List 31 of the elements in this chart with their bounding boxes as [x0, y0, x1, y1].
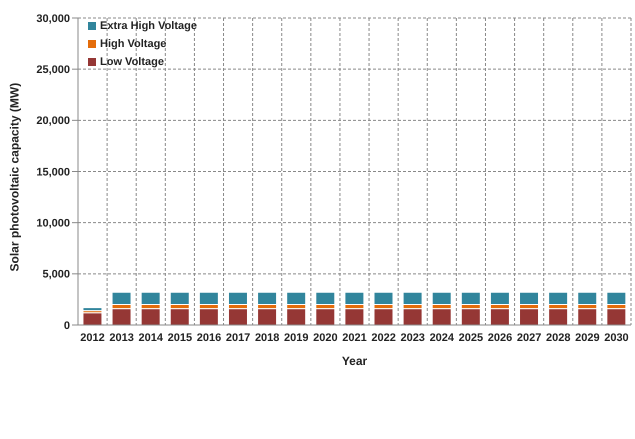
x-tick-label: 2023 [400, 332, 425, 344]
x-tick-label: 2021 [342, 332, 367, 344]
x-tick-label: 2014 [138, 332, 164, 344]
x-tick-label: 2024 [430, 332, 455, 344]
x-tick-label: 2022 [371, 332, 396, 344]
legend-label: High Voltage [100, 38, 166, 50]
x-tick-label: 2013 [109, 332, 134, 344]
x-tick-label: 2012 [80, 332, 105, 344]
x-tick-label: 2028 [546, 332, 570, 344]
x-tick-label: 2020 [313, 332, 338, 344]
legend-label: Low Voltage [100, 56, 164, 68]
x-tick-label: 2015 [168, 332, 192, 344]
x-tick-label: 2030 [604, 332, 629, 344]
y-tick-label: 10,000 [36, 218, 70, 230]
y-tick-label: 15,000 [36, 166, 70, 178]
x-tick-label: 2017 [226, 332, 250, 344]
x-tick-label: 2018 [254, 332, 280, 344]
x-axis-title: Year [342, 354, 368, 368]
y-axis-title: Solar photovoltaic capacity (MW) [7, 82, 22, 272]
y-tick-label: 30,000 [36, 12, 70, 25]
x-tick-label: 2019 [284, 332, 309, 344]
x-tick-label: 2025 [458, 332, 484, 344]
y-tick-label: 20,000 [36, 115, 70, 128]
legend-label: Extra High Voltage [100, 20, 197, 32]
y-tick-label: 0 [64, 320, 70, 332]
y-tick-label: 5,000 [42, 268, 70, 281]
x-tick-label: 2029 [575, 332, 600, 344]
x-tick-label: 2026 [488, 332, 512, 344]
y-tick-label: 25,000 [36, 64, 70, 76]
x-tick-label: 2027 [516, 332, 542, 344]
x-tick-label: 2016 [196, 332, 222, 344]
